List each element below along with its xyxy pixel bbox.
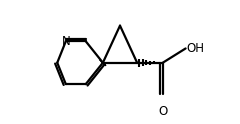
- Text: N: N: [61, 35, 70, 48]
- Text: O: O: [158, 106, 168, 119]
- Polygon shape: [100, 60, 106, 66]
- Text: OH: OH: [186, 42, 204, 55]
